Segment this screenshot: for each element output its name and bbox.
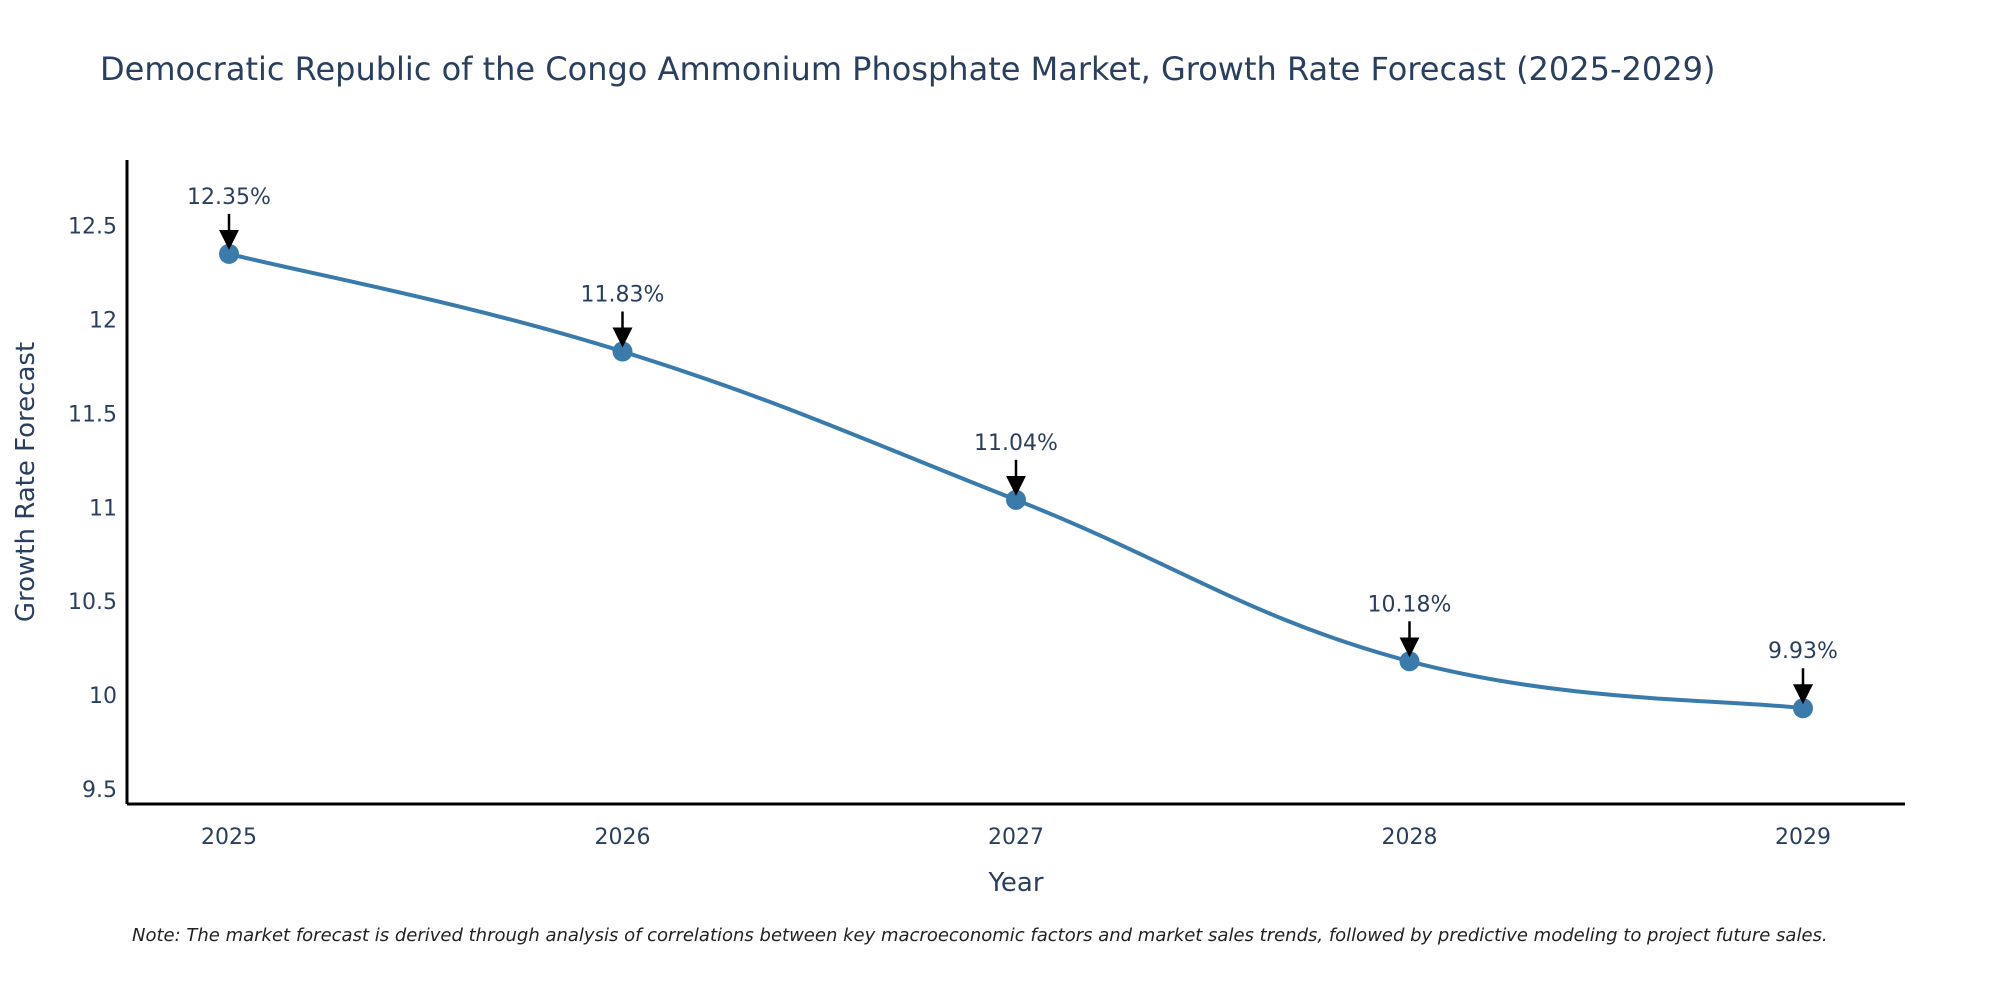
data-label: 12.35% <box>187 185 271 210</box>
data-label: 11.04% <box>974 431 1058 456</box>
y-tick-label: 11 <box>89 496 117 521</box>
chart-title: Democratic Republic of the Congo Ammoniu… <box>100 50 1715 88</box>
y-axis-ticks: 9.5 10 10.5 11 11.5 12 12.5 <box>68 215 117 803</box>
x-axis-title: Year <box>987 868 1043 898</box>
data-annotations: 12.35% 11.83% 11.04% 10.18% 9.93% <box>187 185 1838 705</box>
x-tick-label: 2029 <box>1775 825 1831 850</box>
data-point <box>219 243 239 264</box>
x-tick-label: 2027 <box>988 825 1044 850</box>
data-point <box>612 341 633 362</box>
x-axis-ticks: 2025 2026 2027 2028 2029 <box>201 825 1831 850</box>
y-tick-label: 12 <box>89 309 117 334</box>
data-label: 9.93% <box>1768 639 1838 664</box>
x-tick-label: 2026 <box>595 825 651 850</box>
y-tick-label: 12.5 <box>68 215 117 240</box>
x-tick-label: 2028 <box>1382 825 1438 850</box>
data-point <box>1399 651 1420 672</box>
y-axis-title: Growth Rate Forecast <box>11 342 41 622</box>
x-tick-label: 2025 <box>201 825 257 850</box>
y-tick-label: 10 <box>89 684 117 709</box>
y-tick-label: 10.5 <box>68 590 117 615</box>
data-label: 10.18% <box>1368 592 1452 617</box>
y-tick-label: 9.5 <box>82 778 117 803</box>
data-point <box>1006 489 1026 510</box>
data-label: 11.83% <box>581 283 665 308</box>
data-point <box>1793 698 1813 719</box>
y-tick-label: 11.5 <box>68 402 117 427</box>
footnote: Note: The market forecast is derived thr… <box>132 925 1828 946</box>
